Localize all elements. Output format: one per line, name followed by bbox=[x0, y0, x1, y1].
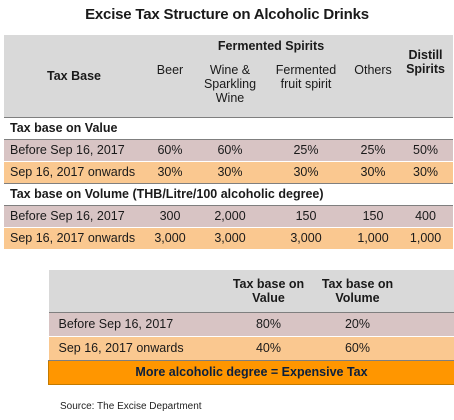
expensive-tax-banner: More alcoholic degree = Expensive Tax bbox=[48, 359, 454, 385]
distill-header-line1: Distill bbox=[408, 48, 443, 62]
cell-volume: 60% bbox=[312, 336, 403, 361]
col-header-wine: Wine & Sparkling Wine bbox=[196, 57, 264, 117]
cell-others: 25% bbox=[348, 139, 399, 162]
cell-beer: 3,000 bbox=[144, 227, 196, 249]
section-heading-row: Tax base on Value bbox=[4, 116, 454, 140]
summary-header-value: Tax base on Value bbox=[224, 270, 313, 313]
summary-header-value-line2: Value bbox=[252, 290, 285, 305]
row-label: Sep 16, 2017 onwards bbox=[4, 161, 144, 183]
row-label: Before Sep 16, 2017 bbox=[4, 139, 144, 162]
cell-beer: 300 bbox=[144, 205, 196, 228]
cell-volume: 20% bbox=[312, 312, 403, 337]
table-row: Sep 16, 2017 onwards 30% 30% 30% 30% 30% bbox=[4, 161, 454, 183]
banner-row: More alcoholic degree = Expensive Tax bbox=[48, 359, 454, 385]
fermented-spirits-header: Fermented Spirits bbox=[144, 35, 399, 57]
cell-others: 150 bbox=[348, 205, 399, 228]
section-heading-row: Tax base on Volume (THB/Litre/100 alcoho… bbox=[4, 182, 454, 206]
col-header-others-line1: Others bbox=[354, 63, 392, 77]
tax-base-header: Tax Base bbox=[4, 35, 144, 117]
row-label: Sep 16, 2017 onwards bbox=[48, 336, 225, 361]
summary-header-row: Tax base on Value Tax base on Volume bbox=[48, 270, 454, 313]
cell-fruit: 3,000 bbox=[264, 227, 348, 249]
distill-header-line2: Spirits bbox=[406, 62, 445, 76]
col-header-wine-line3: Wine bbox=[215, 91, 245, 105]
summary-header-spacer bbox=[402, 270, 454, 313]
cell-value: 80% bbox=[224, 312, 313, 337]
table-row: Sep 16, 2017 onwards 40% 60% bbox=[48, 336, 454, 361]
summary-header-volume-line1: Tax base on bbox=[321, 276, 394, 291]
cell-fruit: 30% bbox=[264, 161, 348, 183]
summary-header-blank bbox=[48, 270, 225, 313]
section-heading-value: Tax base on Value bbox=[4, 116, 454, 140]
table-row: Sep 16, 2017 onwards 3,000 3,000 3,000 1… bbox=[4, 227, 454, 249]
col-header-fruit: Fermented fruit spirit bbox=[264, 57, 348, 117]
cell-spacer bbox=[402, 336, 454, 361]
cell-distill: 400 bbox=[398, 205, 454, 228]
cell-distill: 1,000 bbox=[398, 227, 454, 249]
cell-wine: 60% bbox=[196, 139, 264, 162]
row-label: Before Sep 16, 2017 bbox=[4, 205, 144, 228]
cell-wine: 2,000 bbox=[196, 205, 264, 228]
header-row-columns: Beer Wine & Sparkling Wine Fermented fru… bbox=[4, 57, 453, 117]
cell-distill: 50% bbox=[398, 139, 454, 162]
col-header-fruit-line2: fruit spirit bbox=[280, 77, 332, 91]
col-header-wine-line2: Sparkling bbox=[203, 77, 257, 91]
table-row: Before Sep 16, 2017 300 2,000 150 150 40… bbox=[4, 205, 454, 228]
cell-wine: 3,000 bbox=[196, 227, 264, 249]
row-label: Before Sep 16, 2017 bbox=[48, 312, 225, 337]
page-title: Excise Tax Structure on Alcoholic Drinks bbox=[85, 6, 369, 23]
summary-header-value-line1: Tax base on bbox=[232, 276, 305, 291]
source-note: Source: The Excise Department bbox=[60, 401, 202, 412]
cell-fruit: 150 bbox=[264, 205, 348, 228]
cell-distill: 30% bbox=[398, 161, 454, 183]
summary-header-volume-line2: Volume bbox=[335, 290, 380, 305]
col-header-others: Others bbox=[348, 57, 399, 117]
section-heading-volume: Tax base on Volume (THB/Litre/100 alcoho… bbox=[4, 182, 454, 206]
cell-fruit: 25% bbox=[264, 139, 348, 162]
summary-header-volume: Tax base on Volume bbox=[312, 270, 403, 313]
col-header-beer: Beer bbox=[144, 57, 196, 117]
header-row-group: Tax Base Fermented Spirits Distill Spiri… bbox=[4, 35, 454, 117]
distill-spirits-header: Distill Spirits bbox=[398, 35, 454, 117]
cell-beer: 60% bbox=[144, 139, 196, 162]
cell-wine: 30% bbox=[196, 161, 264, 183]
col-header-wine-line1: Wine & bbox=[209, 63, 251, 77]
table-row: Before Sep 16, 2017 80% 20% bbox=[48, 312, 454, 337]
row-label: Sep 16, 2017 onwards bbox=[4, 227, 144, 249]
cell-others: 1,000 bbox=[348, 227, 399, 249]
cell-others: 30% bbox=[348, 161, 399, 183]
excise-tax-table: Tax Base Fermented Spirits Distill Spiri… bbox=[4, 35, 454, 249]
summary-table: Tax base on Value Tax base on Volume Bef… bbox=[48, 270, 454, 385]
cell-beer: 30% bbox=[144, 161, 196, 183]
cell-spacer bbox=[402, 312, 454, 337]
table-row: Before Sep 16, 2017 60% 60% 25% 25% 50% bbox=[4, 139, 454, 162]
cell-value: 40% bbox=[224, 336, 313, 361]
col-header-beer-line1: Beer bbox=[156, 63, 184, 77]
col-header-fruit-line1: Fermented bbox=[275, 63, 337, 77]
